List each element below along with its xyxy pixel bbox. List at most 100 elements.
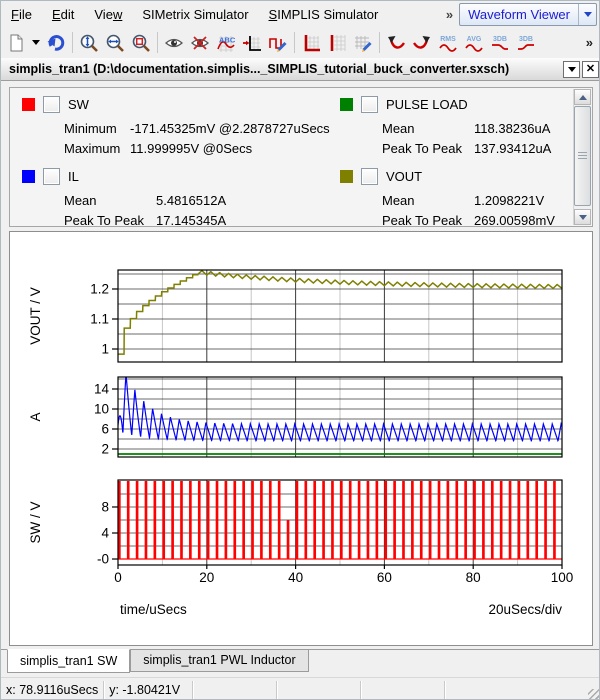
sw-pulse — [277, 480, 281, 560]
sw-pulse — [508, 480, 512, 560]
close-document-button[interactable]: ✕ — [582, 60, 599, 78]
move-axis-icon — [243, 35, 261, 51]
stat-label: Mean — [64, 193, 97, 208]
window-menu-button[interactable] — [563, 60, 580, 78]
y-tick-label: 6 — [101, 422, 109, 437]
svg-text:RMS: RMS — [440, 36, 456, 43]
document-title-bar[interactable]: simplis_tran1 (D:\documentation.simplis.… — [1, 58, 599, 81]
toolbar-separator — [157, 32, 158, 53]
plot-svg[interactable]: 1 1.1 1.2 VOUT / V 2 6 10 14 A -0 4 8 SW / V 0 20 40 60 8… — [10, 232, 592, 645]
dropdown-arrow-icon — [32, 40, 40, 45]
viewer-mode-label: Waveform Viewer — [468, 6, 570, 22]
toolbar: ABC — [1, 27, 599, 58]
previous-curve-icon — [388, 35, 405, 49]
combo-arrow-icon[interactable] — [578, 3, 596, 25]
hide-curve-button[interactable] — [187, 29, 213, 56]
menu-item-simplis-simulator[interactable]: SIMPLIS Simulator — [268, 6, 379, 22]
pulse-load-visibility-checkbox[interactable] — [361, 96, 378, 113]
status-panel — [361, 681, 446, 699]
move-axis-button[interactable] — [239, 29, 265, 56]
il-visibility-checkbox[interactable] — [43, 168, 60, 185]
scrollbar-thumb[interactable] — [574, 106, 591, 206]
status-panel — [277, 681, 362, 699]
vout-visibility-checkbox[interactable] — [361, 168, 378, 185]
y-tick-label: -0 — [97, 552, 109, 567]
x-tick-label: 100 — [551, 570, 574, 585]
y-tick-label: 14 — [94, 382, 110, 397]
legend-scrollbar[interactable] — [573, 89, 591, 225]
sw-pulse — [162, 480, 166, 560]
undo-button[interactable] — [43, 29, 69, 56]
show-curve-button[interactable] — [161, 29, 187, 56]
zoom-x-fit-button[interactable] — [102, 29, 128, 56]
sw-pulse — [180, 480, 183, 560]
tab-simplis-tran1-pwl-inductor[interactable]: simplis_tran1 PWL Inductor — [130, 650, 309, 672]
sw-pulse — [153, 480, 157, 560]
plot-frame — [117, 269, 563, 363]
db3-lowpass-icon: 3DB — [492, 36, 508, 50]
stat-label: Peak To Peak — [382, 213, 462, 228]
next-curve-button[interactable] — [409, 29, 435, 56]
x-tick-label: 40 — [288, 570, 303, 585]
new-document-dropdown[interactable] — [29, 29, 43, 56]
zoom-box-icon — [132, 34, 150, 52]
stat-value: 17.145345A — [156, 213, 227, 228]
tab-simplis-tran1-sw[interactable]: simplis_tran1 SW — [7, 649, 131, 673]
edit-grid-button[interactable] — [350, 29, 376, 56]
stat-label: Minimum — [64, 121, 117, 136]
sw-pulse — [553, 480, 556, 560]
sw-pulse — [189, 480, 192, 560]
legend-entry-pulse-load: PULSE LOAD Mean 118.38236uA Peak To Peak 1… — [340, 96, 551, 159]
cursor-x-readout: x: 78.9116uSecs — [1, 681, 105, 699]
edit-grid-icon — [355, 35, 372, 52]
menu-item-simetrix-simulator[interactable]: SIMetrix Simulator — [142, 6, 249, 22]
sw-pulse — [251, 480, 254, 560]
sw-pulse — [118, 480, 121, 560]
x-tick-label: 60 — [377, 570, 392, 585]
stat-value: 1.2098221V — [474, 193, 545, 208]
edit-curve-button[interactable] — [265, 29, 291, 56]
db3-lowpass-button[interactable]: 3DB — [487, 29, 513, 56]
sw-visibility-checkbox[interactable] — [43, 96, 60, 113]
menu-item-view[interactable]: View — [94, 6, 123, 22]
scroll-down-icon — [578, 214, 587, 220]
x-tick-label: 20 — [199, 570, 214, 585]
close-icon: ✕ — [585, 62, 596, 75]
stat-value: 137.93412uA — [474, 141, 552, 156]
rms-button[interactable]: RMS — [435, 29, 461, 56]
menu-overflow-chevron[interactable]: » — [445, 6, 454, 22]
toolbar-overflow-chevron[interactable]: » — [585, 35, 593, 50]
add-axis-button[interactable] — [298, 29, 324, 56]
add-grid-button[interactable] — [324, 29, 350, 56]
db3-highpass-button[interactable]: 3DB — [513, 29, 539, 56]
zoom-box-button[interactable] — [128, 29, 154, 56]
curve-legend-panel: SW Minimum -171.45325mV @2.2878727uSecs M… — [9, 87, 593, 228]
previous-curve-button[interactable] — [383, 29, 409, 56]
stat-label: Peak To Peak — [382, 141, 462, 156]
y-tick-label: 1.2 — [90, 281, 109, 296]
sw-pulse — [482, 480, 485, 560]
series-group — [118, 377, 562, 455]
sw-pulse — [526, 480, 530, 560]
resize-grip[interactable] — [588, 689, 599, 699]
scroll-down-button[interactable] — [574, 209, 591, 225]
legend-entry-vout: VOUT Mean 1.2098221V Peak To Peak 269.0059… — [340, 168, 555, 231]
menu-items: File Edit View SIMetrix Simulator SIMPLIS Si… — [1, 2, 388, 27]
avg-button[interactable]: AVG — [461, 29, 487, 56]
stat-label: Mean — [382, 121, 415, 136]
label-curve-button[interactable]: ABC — [213, 29, 239, 56]
menu-item-file[interactable]: File — [11, 6, 32, 22]
cursor-y-readout: y: -1.80421V — [104, 681, 194, 699]
new-document-button[interactable] — [3, 29, 29, 56]
menu-item-edit[interactable]: Edit — [51, 6, 75, 22]
sw-pulse — [340, 480, 343, 560]
viewer-mode-combo[interactable]: Waveform Viewer — [459, 2, 597, 26]
legend-entry-sw: SW Minimum -171.45325mV @2.2878727uSecs M… — [22, 96, 330, 159]
scroll-up-button[interactable] — [574, 89, 591, 105]
il-color-swatch — [22, 170, 35, 183]
sw-pulse — [446, 480, 450, 560]
sw-pulse — [375, 480, 379, 560]
zoom-y-fit-button[interactable] — [76, 29, 102, 56]
rms-icon: RMS — [439, 36, 457, 52]
sw-curve-name: SW — [68, 97, 89, 112]
